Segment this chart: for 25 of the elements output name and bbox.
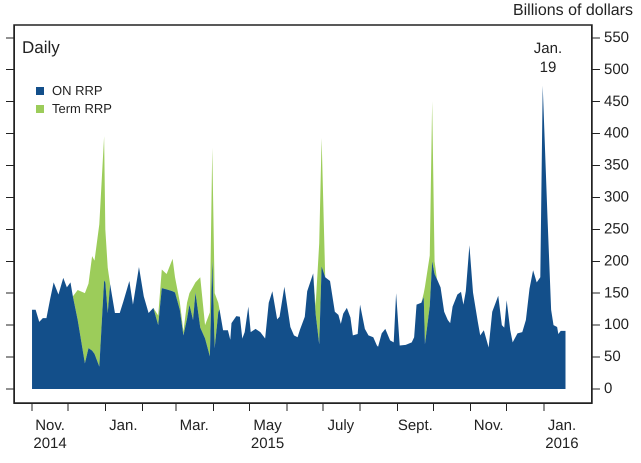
y-tick-label: 200 (604, 252, 630, 270)
x-tick-label: Nov. (474, 417, 504, 434)
text: Daily (22, 38, 60, 57)
y-tick-label: 150 (604, 284, 630, 302)
annotation: Jan. 19 (534, 40, 562, 76)
y-tick-label: 500 (604, 60, 630, 78)
x-tick-label: July (327, 417, 355, 434)
y-tick-label: 100 (604, 316, 630, 334)
y-tick-label: 0 (604, 380, 612, 398)
x-tick-label: Mar. (180, 417, 209, 434)
x-tick-label: Jan. (109, 417, 138, 434)
y-tick-label: 550 (604, 28, 630, 46)
x-tick-label: Sept. (398, 417, 433, 434)
x-tick-label: Nov. 2014 (33, 417, 67, 452)
y-tick-label: 300 (604, 188, 630, 206)
y-tick-label: 350 (604, 156, 630, 174)
y-tick-label: 50 (604, 348, 621, 366)
legend-label: ON RRP (52, 83, 103, 98)
legend-label: Term RRP (52, 101, 112, 116)
y-tick-label: 250 (604, 220, 630, 238)
y-tick-label: 400 (604, 124, 630, 142)
y-axis-title: Billions of dollars (512, 2, 633, 19)
x-tick-label: Jan. 2016 (545, 417, 579, 452)
y-tick-label: 450 (604, 92, 630, 110)
x-tick-label: May 2015 (250, 417, 284, 452)
